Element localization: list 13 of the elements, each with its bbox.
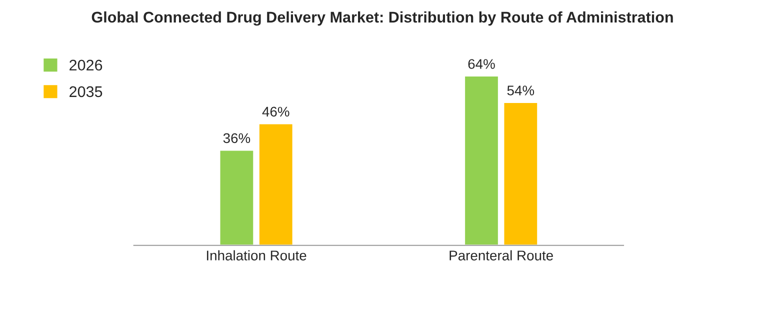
x-tick-label: Parenteral Route [450,250,553,260]
data-label: 36% [223,133,250,144]
legend-label: 2035 [70,86,102,98]
bar [218,149,255,246]
x-tick-label: Inhalation Route [206,250,306,260]
bar [464,75,500,246]
chart-title: Global Connected Drug Delivery Market: Distribution by Route of Administration [92,11,673,26]
data-label: 46% [262,106,290,117]
data-label: 54% [507,86,534,96]
bar [502,102,538,246]
data-label: 64% [468,59,495,69]
legend-label: 2026 [70,60,102,71]
bar [258,122,294,246]
